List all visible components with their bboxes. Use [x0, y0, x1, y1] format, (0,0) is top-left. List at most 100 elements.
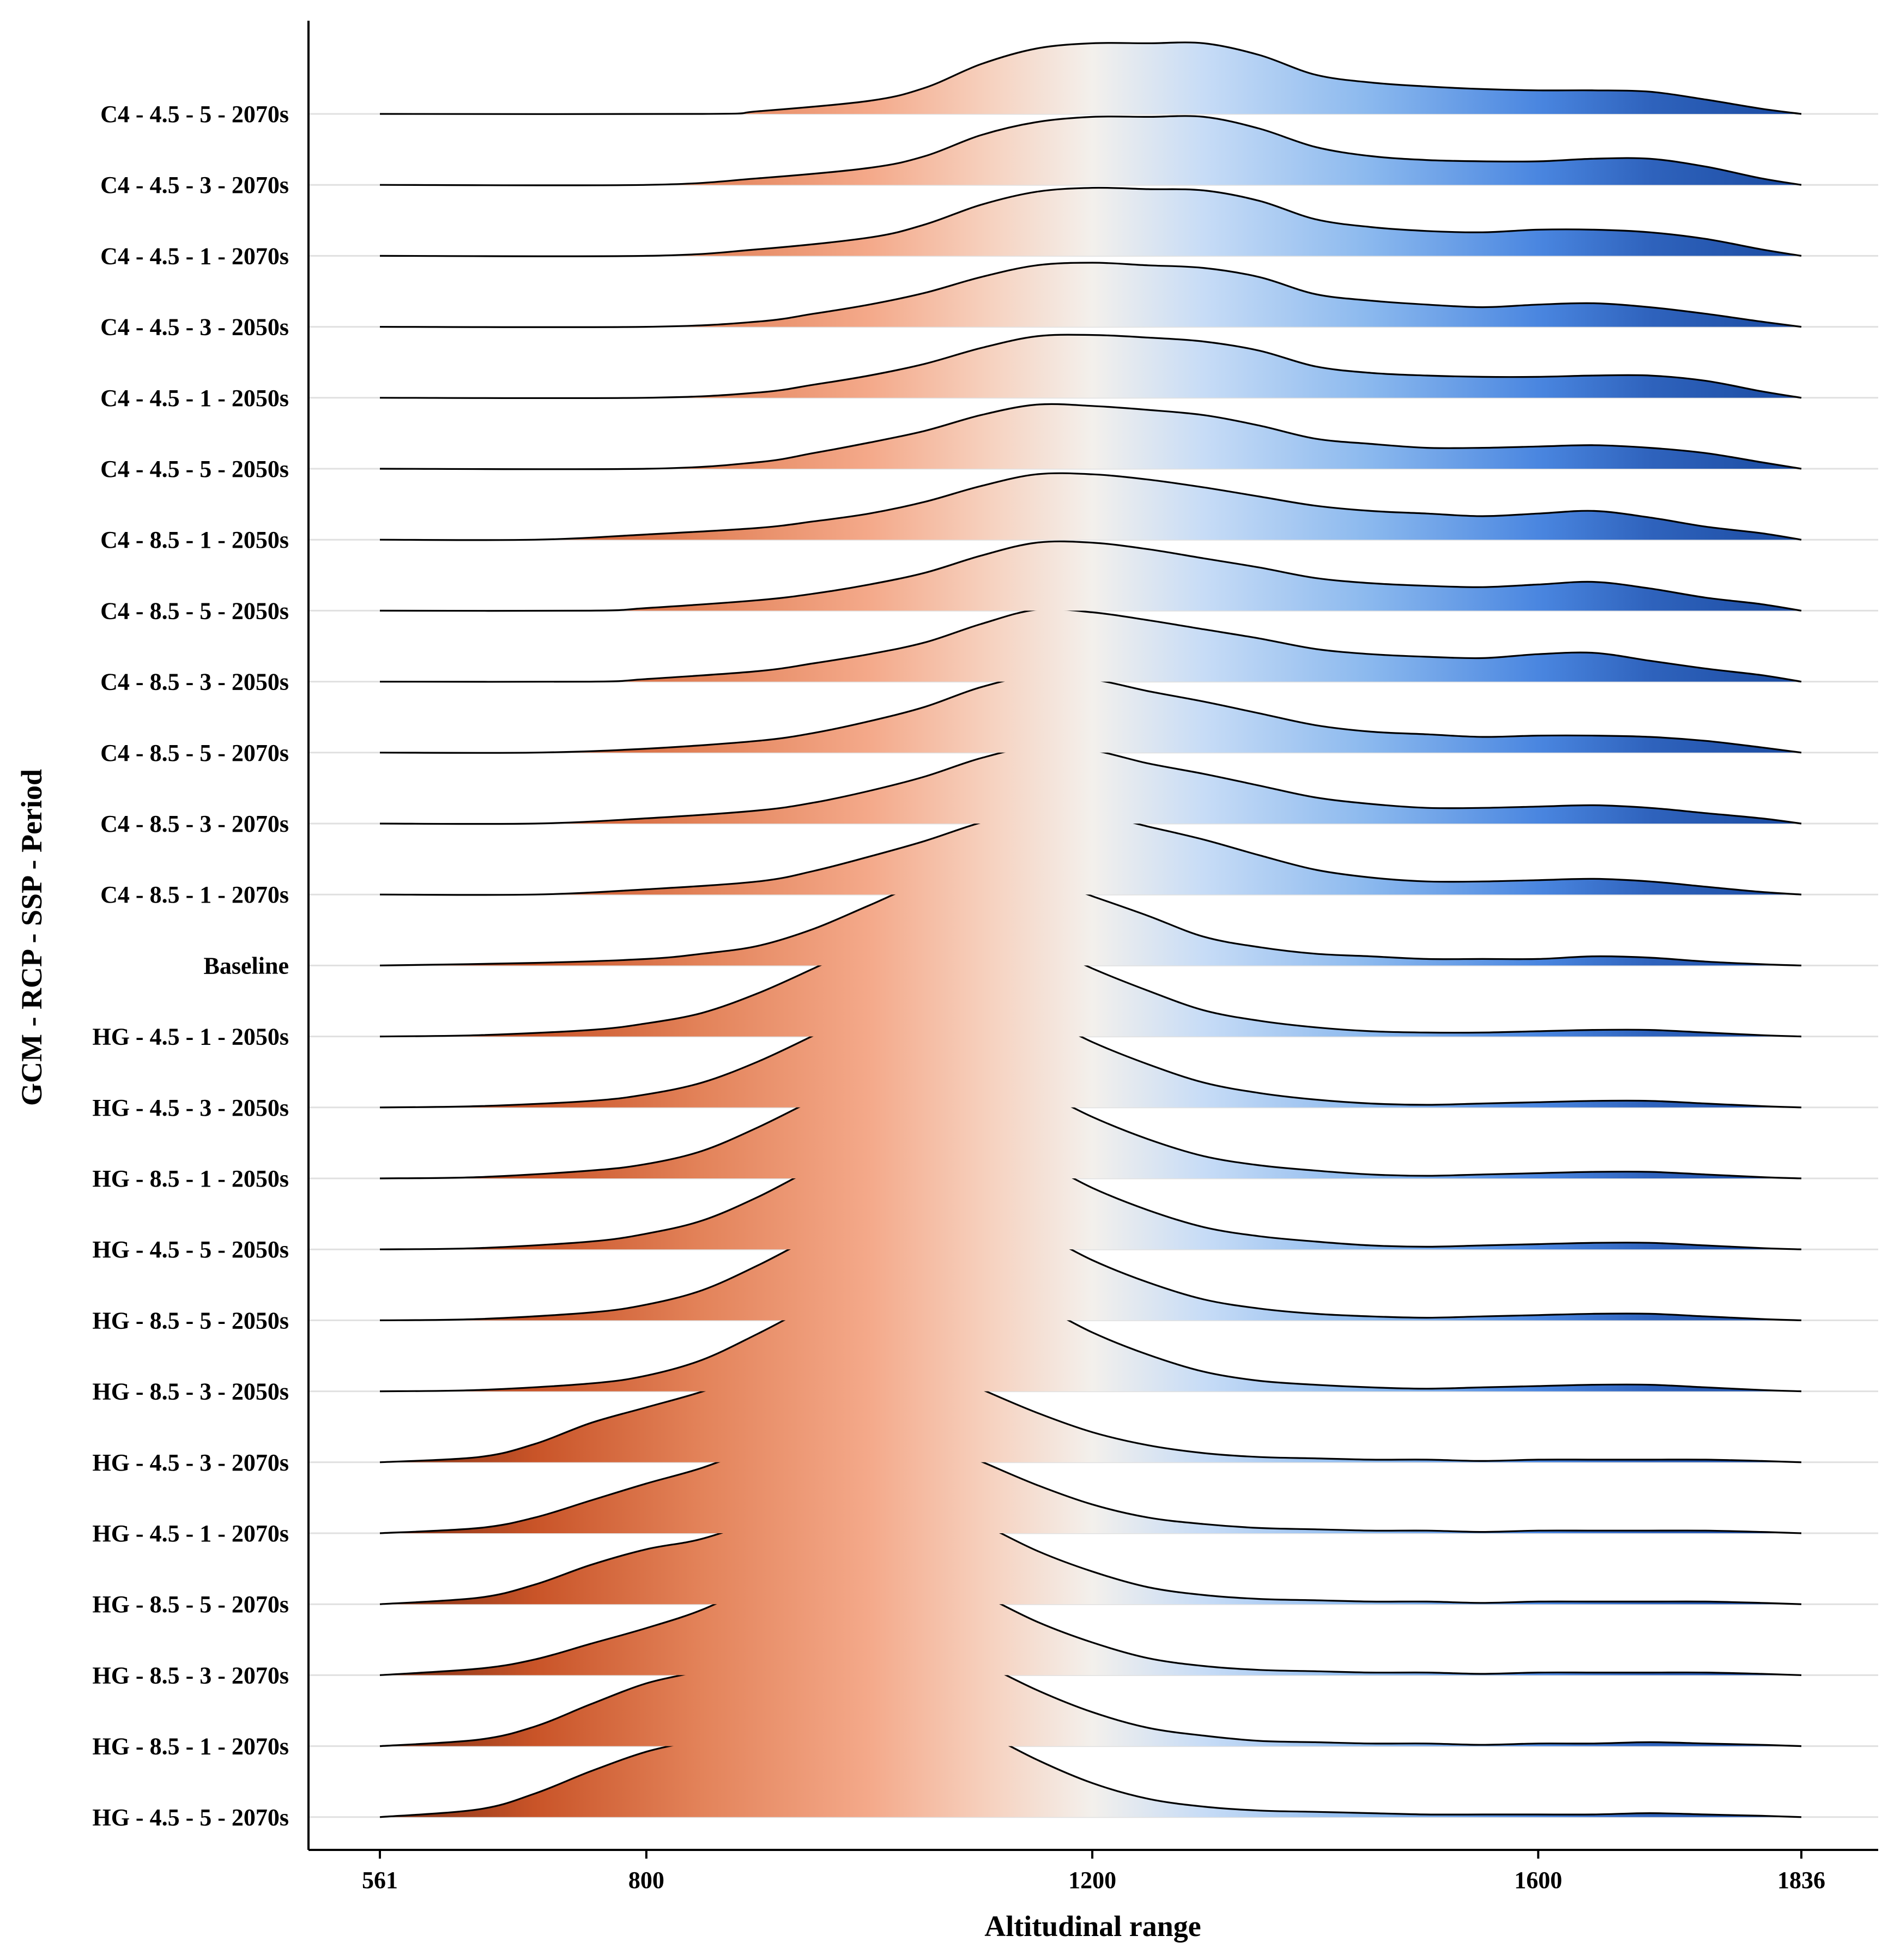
ridge-area: [380, 746, 1801, 824]
ridge-area: [380, 541, 1801, 611]
ridge-outline: [379, 41, 1802, 115]
x-axis-ticks: 561 800 1200 1600 1836: [362, 1850, 1825, 1894]
row-label: Baseline: [204, 952, 289, 979]
row-label: C4 - 8.5 - 5 - 2050s: [100, 597, 289, 624]
ridge-area: [380, 609, 1801, 682]
ridge-row: [379, 869, 1802, 966]
row-label: C4 - 4.5 - 3 - 2070s: [100, 172, 289, 198]
row-label: HG - 4.5 - 1 - 2050s: [92, 1024, 289, 1050]
ridge-area: [380, 1621, 1801, 1746]
ridge-row: [379, 1270, 1802, 1393]
ridge-outline: [379, 262, 1802, 328]
x-tick-label: 561: [362, 1867, 398, 1894]
ridge-row: [379, 186, 1802, 257]
row-label: C4 - 8.5 - 3 - 2070s: [100, 810, 289, 837]
ridge-row: [379, 808, 1802, 896]
row-label: C4 - 4.5 - 3 - 2050s: [100, 314, 289, 341]
row-label: C4 - 4.5 - 1 - 2050s: [100, 385, 289, 412]
x-axis-title: Altitudinal range: [984, 1910, 1201, 1943]
ridge-outline: [379, 403, 1802, 470]
ridge-outline: [379, 1270, 1802, 1393]
ridge-row: [379, 608, 1802, 683]
ridge-outline: [379, 1350, 1802, 1463]
ridge-row: [379, 990, 1802, 1109]
ridge-row: [379, 403, 1802, 470]
row-label: HG - 4.5 - 1 - 2070s: [92, 1520, 289, 1547]
ridge-row: [379, 540, 1802, 612]
ridge-outline: [379, 990, 1802, 1109]
ridge-row: [379, 1483, 1802, 1605]
row-label: HG - 8.5 - 1 - 2070s: [92, 1733, 289, 1760]
ridge-area: [380, 991, 1801, 1108]
ridge-outline: [379, 745, 1802, 825]
ridge-outline: [379, 1424, 1802, 1534]
ridge-row: [379, 1129, 1802, 1250]
ridge-outline: [379, 808, 1802, 896]
row-label: C4 - 4.5 - 1 - 2070s: [100, 243, 289, 269]
ridge-row: [379, 41, 1802, 115]
ridge-area: [380, 1271, 1801, 1392]
row-label: C4 - 8.5 - 3 - 2050s: [100, 669, 289, 695]
ridge-area: [380, 809, 1801, 895]
ridge-area: [380, 42, 1801, 114]
ridge-area: [380, 404, 1801, 469]
ridge-area: [380, 1692, 1801, 1817]
ridge-outline: [379, 540, 1802, 612]
ridge-area: [380, 187, 1801, 257]
ridges: [379, 41, 1802, 1818]
ridge-area: [380, 675, 1801, 753]
ridge-area: [380, 335, 1801, 398]
ridge-outline: [379, 472, 1802, 541]
ridge-row: [379, 1350, 1802, 1463]
ridge-row: [379, 1061, 1802, 1179]
row-label: C4 - 8.5 - 1 - 2050s: [100, 527, 289, 553]
ridge-outline: [379, 1483, 1802, 1605]
row-label: C4 - 4.5 - 5 - 2050s: [100, 456, 289, 482]
row-label: C4 - 8.5 - 1 - 2070s: [100, 881, 289, 908]
ridge-outline: [379, 923, 1802, 1038]
ridge-area: [380, 1061, 1801, 1178]
ridge-area: [380, 1484, 1801, 1605]
ridge-outline: [379, 334, 1802, 400]
ridge-row: [379, 1552, 1802, 1676]
row-label: HG - 4.5 - 3 - 2050s: [92, 1094, 289, 1121]
row-label: HG - 8.5 - 1 - 2050s: [92, 1165, 289, 1192]
ridge-outline: [379, 608, 1802, 683]
y-axis-title: GCM - RCP - SSP - Period: [15, 769, 48, 1106]
ridge-outline: [379, 1620, 1802, 1747]
ridge-outline: [379, 1061, 1802, 1179]
ridge-outline: [379, 1692, 1802, 1818]
ridge-row: [379, 923, 1802, 1038]
ridge-row: [379, 1424, 1802, 1534]
x-tick-label: 800: [628, 1867, 664, 1894]
ridge-row: [379, 745, 1802, 825]
row-labels: C4 - 4.5 - 5 - 2070s C4 - 4.5 - 3 - 2070s…: [92, 101, 289, 1831]
ridge-area: [380, 263, 1801, 328]
x-tick-label: 1600: [1514, 1867, 1562, 1894]
row-label: HG - 4.5 - 3 - 2070s: [92, 1449, 289, 1476]
row-label: HG - 8.5 - 5 - 2050s: [92, 1307, 289, 1334]
row-label: HG - 8.5 - 3 - 2050s: [92, 1378, 289, 1405]
ridge-row: [379, 262, 1802, 328]
row-label: C4 - 8.5 - 5 - 2070s: [100, 740, 289, 766]
ridge-outline: [379, 869, 1802, 966]
ridge-area: [380, 116, 1801, 186]
ridge-row: [379, 1620, 1802, 1747]
ridge-area: [380, 1552, 1801, 1675]
ridge-area: [380, 1424, 1801, 1533]
ridge-row: [379, 1199, 1802, 1321]
ridge-outline: [379, 674, 1802, 754]
ridge-area: [380, 869, 1801, 966]
ridge-outline: [379, 1129, 1802, 1250]
row-label: HG - 8.5 - 3 - 2070s: [92, 1662, 289, 1689]
ridge-area: [380, 923, 1801, 1037]
ridge-area: [380, 1130, 1801, 1250]
row-label: HG - 8.5 - 5 - 2070s: [92, 1591, 289, 1618]
ridge-outline: [379, 186, 1802, 257]
ridge-row: [379, 115, 1802, 186]
ridge-outline: [379, 115, 1802, 186]
x-tick-label: 1200: [1068, 1867, 1116, 1894]
ridge-area: [380, 473, 1801, 540]
